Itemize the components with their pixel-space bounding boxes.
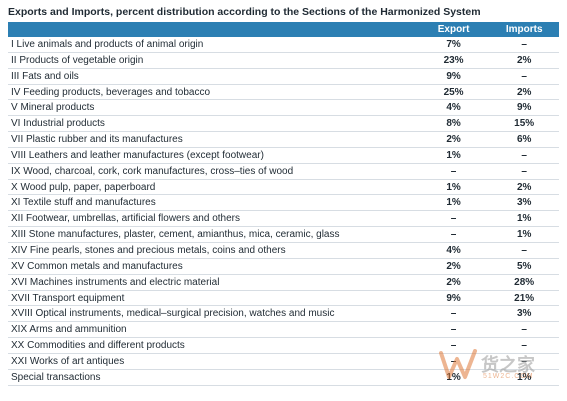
- table-row: XX Commodities and different products – –: [8, 338, 559, 354]
- table-row: II Products of vegetable origin 23% 2%: [8, 53, 559, 69]
- table-row: VIII Leathers and leather manufactures (…: [8, 148, 559, 164]
- section-name: X Wood pulp, paper, paperboard: [11, 181, 156, 193]
- table-row: I Live animals and products of animal or…: [8, 37, 559, 53]
- section-name: XVI Machines instruments and electric ma…: [11, 276, 220, 288]
- export-value: 7%: [446, 39, 461, 50]
- section-name: III Fats and oils: [11, 70, 79, 82]
- section-name: XX Commodities and different products: [11, 340, 185, 352]
- imports-value: 28%: [514, 276, 535, 288]
- data-table: Export Imports I Live animals and produc…: [8, 22, 559, 386]
- section-name: XXI Works of art antiques: [11, 355, 125, 367]
- section-name: Special transactions: [11, 371, 101, 383]
- section-name: I Live animals and products of animal or…: [11, 39, 204, 50]
- section-name: IX Wood, charcoal, cork, cork manufactur…: [11, 165, 294, 177]
- imports-value: 1%: [516, 229, 532, 241]
- table-row: VII Plastic rubber and its manufactures 2…: [8, 132, 559, 148]
- table-row: XV Common metals and manufactures 2% 5%: [8, 259, 559, 275]
- export-value: –: [450, 213, 457, 225]
- table-row: XXI Works of art antiques – –: [8, 354, 559, 370]
- section-name: XV Common metals and manufactures: [11, 260, 183, 272]
- table-row: XVII Transport equipment 9% 21%: [8, 291, 559, 307]
- section-name: XI Textile stuff and manufactures: [11, 197, 156, 209]
- header-export: Export: [437, 24, 470, 35]
- imports-value: –: [521, 355, 527, 367]
- table-row: IV Feeding products, beverages and tobac…: [8, 85, 559, 101]
- export-value: –: [450, 229, 457, 241]
- table-row: XVI Machines instruments and electric ma…: [8, 275, 559, 291]
- imports-value: 5%: [516, 260, 532, 272]
- export-value: –: [450, 340, 457, 352]
- imports-value: 6%: [516, 134, 532, 146]
- imports-value: 15%: [514, 118, 535, 130]
- table-row: Special transactions 1% 1%: [8, 370, 559, 386]
- imports-value: –: [521, 340, 527, 352]
- imports-value: 2%: [516, 86, 532, 98]
- export-value: –: [450, 308, 457, 320]
- table-row: III Fats and oils 9% –: [8, 69, 559, 85]
- table-row: XIII Stone manufactures, plaster, cement…: [8, 227, 559, 243]
- imports-value: 2%: [516, 54, 532, 66]
- section-name: V Mineral products: [11, 102, 95, 114]
- imports-value: 2%: [516, 181, 532, 193]
- export-value: 9%: [446, 292, 461, 304]
- table-header: Export Imports: [8, 22, 559, 37]
- imports-value: –: [521, 149, 527, 161]
- export-value: 1%: [446, 149, 461, 161]
- section-name: II Products of vegetable origin: [11, 54, 144, 66]
- table-row: XI Textile stuff and manufactures 1% 3%: [8, 195, 559, 212]
- imports-value: –: [521, 165, 527, 177]
- table-title: Exports and Imports, percent distributio…: [8, 6, 481, 18]
- imports-value: 1%: [516, 371, 532, 383]
- table-row: VI Industrial products 8% 15%: [8, 116, 559, 133]
- imports-value: 9%: [516, 102, 532, 114]
- header-imports: Imports: [505, 24, 543, 35]
- table-row: XVIII Optical instruments, medical–surgi…: [8, 306, 559, 323]
- section-name: VII Plastic rubber and its manufactures: [11, 134, 183, 146]
- section-name: IV Feeding products, beverages and tobac…: [11, 86, 211, 98]
- export-value: 1%: [446, 197, 461, 209]
- section-name: XIX Arms and ammunition: [11, 324, 127, 336]
- export-value: 9%: [446, 70, 461, 82]
- imports-value: –: [521, 39, 527, 50]
- imports-value: –: [521, 244, 527, 256]
- table-body: I Live animals and products of animal or…: [8, 37, 559, 386]
- section-name: XII Footwear, umbrellas, artificial flow…: [11, 213, 240, 225]
- export-value: 23%: [443, 54, 464, 66]
- section-name: XVII Transport equipment: [11, 292, 125, 304]
- export-value: –: [450, 355, 457, 367]
- table-row: X Wood pulp, paper, paperboard 1% 2%: [8, 180, 559, 196]
- imports-value: 3%: [516, 308, 532, 320]
- section-name: VIII Leathers and leather manufactures (…: [11, 149, 264, 161]
- export-value: 2%: [446, 260, 461, 272]
- section-name: XIV Fine pearls, stones and precious met…: [11, 244, 286, 256]
- export-value: 25%: [443, 86, 464, 98]
- imports-value: –: [521, 70, 527, 82]
- export-value: 2%: [446, 134, 461, 146]
- export-value: –: [450, 324, 457, 336]
- table-row: V Mineral products 4% 9%: [8, 100, 559, 117]
- imports-value: 3%: [516, 197, 532, 209]
- table-row: XII Footwear, umbrellas, artificial flow…: [8, 211, 559, 228]
- section-name: XIII Stone manufactures, plaster, cement…: [11, 229, 340, 241]
- table-row: IX Wood, charcoal, cork, cork manufactur…: [8, 164, 559, 180]
- imports-value: 21%: [514, 292, 535, 304]
- header-name: [8, 22, 418, 37]
- section-name: XVIII Optical instruments, medical–surgi…: [11, 308, 335, 320]
- export-value: 2%: [446, 276, 461, 288]
- imports-value: –: [521, 324, 527, 336]
- export-value: –: [450, 165, 457, 177]
- export-value: 4%: [446, 102, 461, 114]
- export-value: 1%: [446, 181, 461, 193]
- section-name: VI Industrial products: [11, 118, 105, 130]
- table-row: XIX Arms and ammunition – –: [8, 322, 559, 339]
- export-value: 4%: [446, 244, 461, 256]
- export-value: 1%: [446, 371, 461, 383]
- imports-value: 1%: [516, 213, 532, 225]
- table-row: XIV Fine pearls, stones and precious met…: [8, 243, 559, 259]
- export-value: 8%: [446, 118, 461, 130]
